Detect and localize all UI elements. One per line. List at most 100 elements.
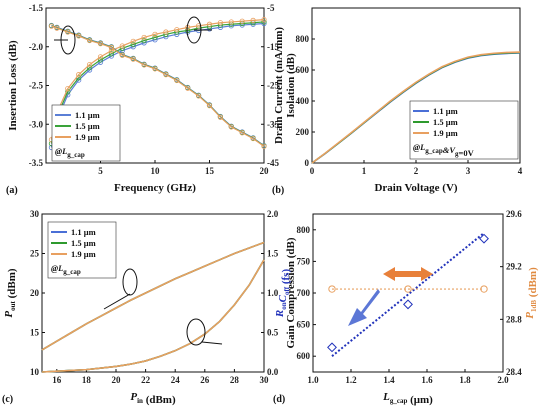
annotation: @Lg_cap — [55, 146, 85, 159]
y-tick-label: 15 — [30, 328, 40, 338]
x-tick-label: 0 — [310, 166, 315, 176]
data-point — [152, 31, 158, 37]
series-line — [50, 21, 265, 144]
x-axis-label: Frequency (GHz) — [114, 182, 196, 194]
panel-label: (b) — [272, 185, 284, 196]
x-tick-label: 16 — [52, 375, 62, 385]
y-tick-label: 0 — [305, 158, 310, 168]
x-tick-label: 20 — [260, 166, 270, 176]
y-axis-label: Insertion Loss (dB) — [7, 40, 19, 131]
y-tick-label: 400 — [296, 96, 310, 106]
y-tick-label: 200 — [296, 127, 310, 137]
x-tick-label: 2 — [414, 166, 419, 176]
y-tick-label: 650 — [297, 320, 311, 330]
x-tick-label: 26 — [200, 375, 210, 385]
y-right-tick-label: -35 — [267, 119, 279, 129]
x-axis-label: Pin (dBm) — [130, 391, 176, 406]
x-tick-label: 20 — [112, 375, 122, 385]
data-point — [327, 342, 337, 353]
x-tick-label: 30 — [260, 375, 270, 385]
data-point — [65, 86, 71, 92]
data-point — [119, 43, 125, 49]
y-right-tick-label: 28.8 — [506, 314, 522, 324]
y-right-tick-label: 29.6 — [506, 209, 522, 219]
x-tick-label: 1.8 — [459, 375, 471, 385]
x-tick-label: 10 — [151, 166, 161, 176]
data-point — [239, 22, 245, 28]
data-point — [228, 23, 234, 29]
data-point — [152, 66, 158, 72]
data-point — [228, 124, 234, 130]
legend-label: 1.5 μm — [71, 238, 96, 248]
legend-label: 1.9 μm — [433, 128, 458, 138]
data-point — [479, 233, 489, 244]
series-line — [41, 259, 265, 373]
y-tick-label: -3.0 — [29, 119, 44, 129]
data-point — [108, 51, 115, 57]
x-axis-label: Drain Voltage (V) — [374, 182, 457, 194]
data-point — [87, 37, 93, 44]
x-tick-label: 2.0 — [497, 375, 509, 385]
x-tick-label: 1.4 — [383, 375, 395, 385]
x-tick-label: 1.2 — [345, 375, 357, 385]
x-tick-label: 1 — [362, 166, 367, 176]
y-right-tick-label: -45 — [267, 158, 279, 168]
y-right-tick-label: 28.4 — [506, 367, 522, 377]
data-point — [130, 38, 136, 44]
data-point — [108, 48, 115, 54]
y-tick-label: 600 — [296, 65, 310, 75]
data-point — [130, 41, 136, 48]
y-right-tick-label: -25 — [267, 81, 279, 91]
y-tick-label: 10 — [30, 367, 40, 377]
panel-b: 0 1 2 3 4 0 200 400 600 800 Drain Voltage (V) Drain… — [272, 7, 523, 196]
data-point — [217, 114, 223, 120]
legend-label: 1.1 μm — [71, 227, 96, 237]
arrow-left-axis — [103, 293, 131, 310]
data-point — [108, 44, 115, 51]
data-point — [141, 34, 147, 41]
data-point — [76, 72, 82, 78]
y-tick-label: 30 — [30, 209, 40, 219]
data-point — [250, 135, 256, 142]
y-axis-label: RonCoff (fs) — [274, 269, 292, 319]
legend-label: 1.9 μm — [75, 132, 100, 142]
data-point — [206, 103, 213, 109]
y-axis-label: Drain Current (mA/mm) — [273, 27, 285, 144]
data-point — [130, 56, 136, 62]
annotation: @Lg_cap — [51, 263, 81, 276]
data-point — [328, 285, 336, 293]
y-tick-label: 700 — [297, 288, 311, 298]
data-point — [141, 62, 147, 68]
data-point — [65, 29, 71, 35]
data-point — [403, 299, 413, 310]
down-arrow-icon — [348, 289, 380, 326]
data-point — [87, 65, 93, 71]
panel-label: (d) — [273, 394, 285, 405]
data-point — [404, 285, 412, 293]
data-point — [185, 85, 191, 91]
legend-label: 1.1 μm — [433, 106, 458, 116]
x-tick-label: 3 — [466, 166, 471, 176]
panel-c: 16 18 20 22 24 26 28 3010152025300.00.51.01.52.… — [2, 209, 297, 406]
y-right-tick-label: 1.0 — [267, 288, 279, 298]
series-line — [311, 51, 521, 164]
data-point — [239, 18, 245, 24]
double-arrow-icon — [383, 267, 433, 281]
data-point — [48, 23, 55, 29]
x-tick-label: 5 — [98, 166, 103, 176]
x-tick-label: 1.0 — [307, 375, 319, 385]
y-tick-label: -2.5 — [29, 81, 44, 91]
series-line — [41, 241, 265, 351]
x-tick-label: 18 — [82, 375, 92, 385]
x-tick-label: 15 — [205, 166, 215, 176]
x-tick-label: 28 — [230, 375, 240, 385]
data-point — [97, 57, 104, 63]
data-point — [185, 27, 191, 34]
series-line — [51, 25, 265, 147]
y-right-tick-label: 0.0 — [267, 367, 279, 377]
y-axis-label: Pout (dBm) — [3, 268, 18, 317]
y-right-tick-label: 1.5 — [267, 249, 279, 259]
data-point — [174, 77, 180, 84]
data-point — [480, 285, 488, 293]
y-tick-label: 600 — [297, 351, 311, 361]
